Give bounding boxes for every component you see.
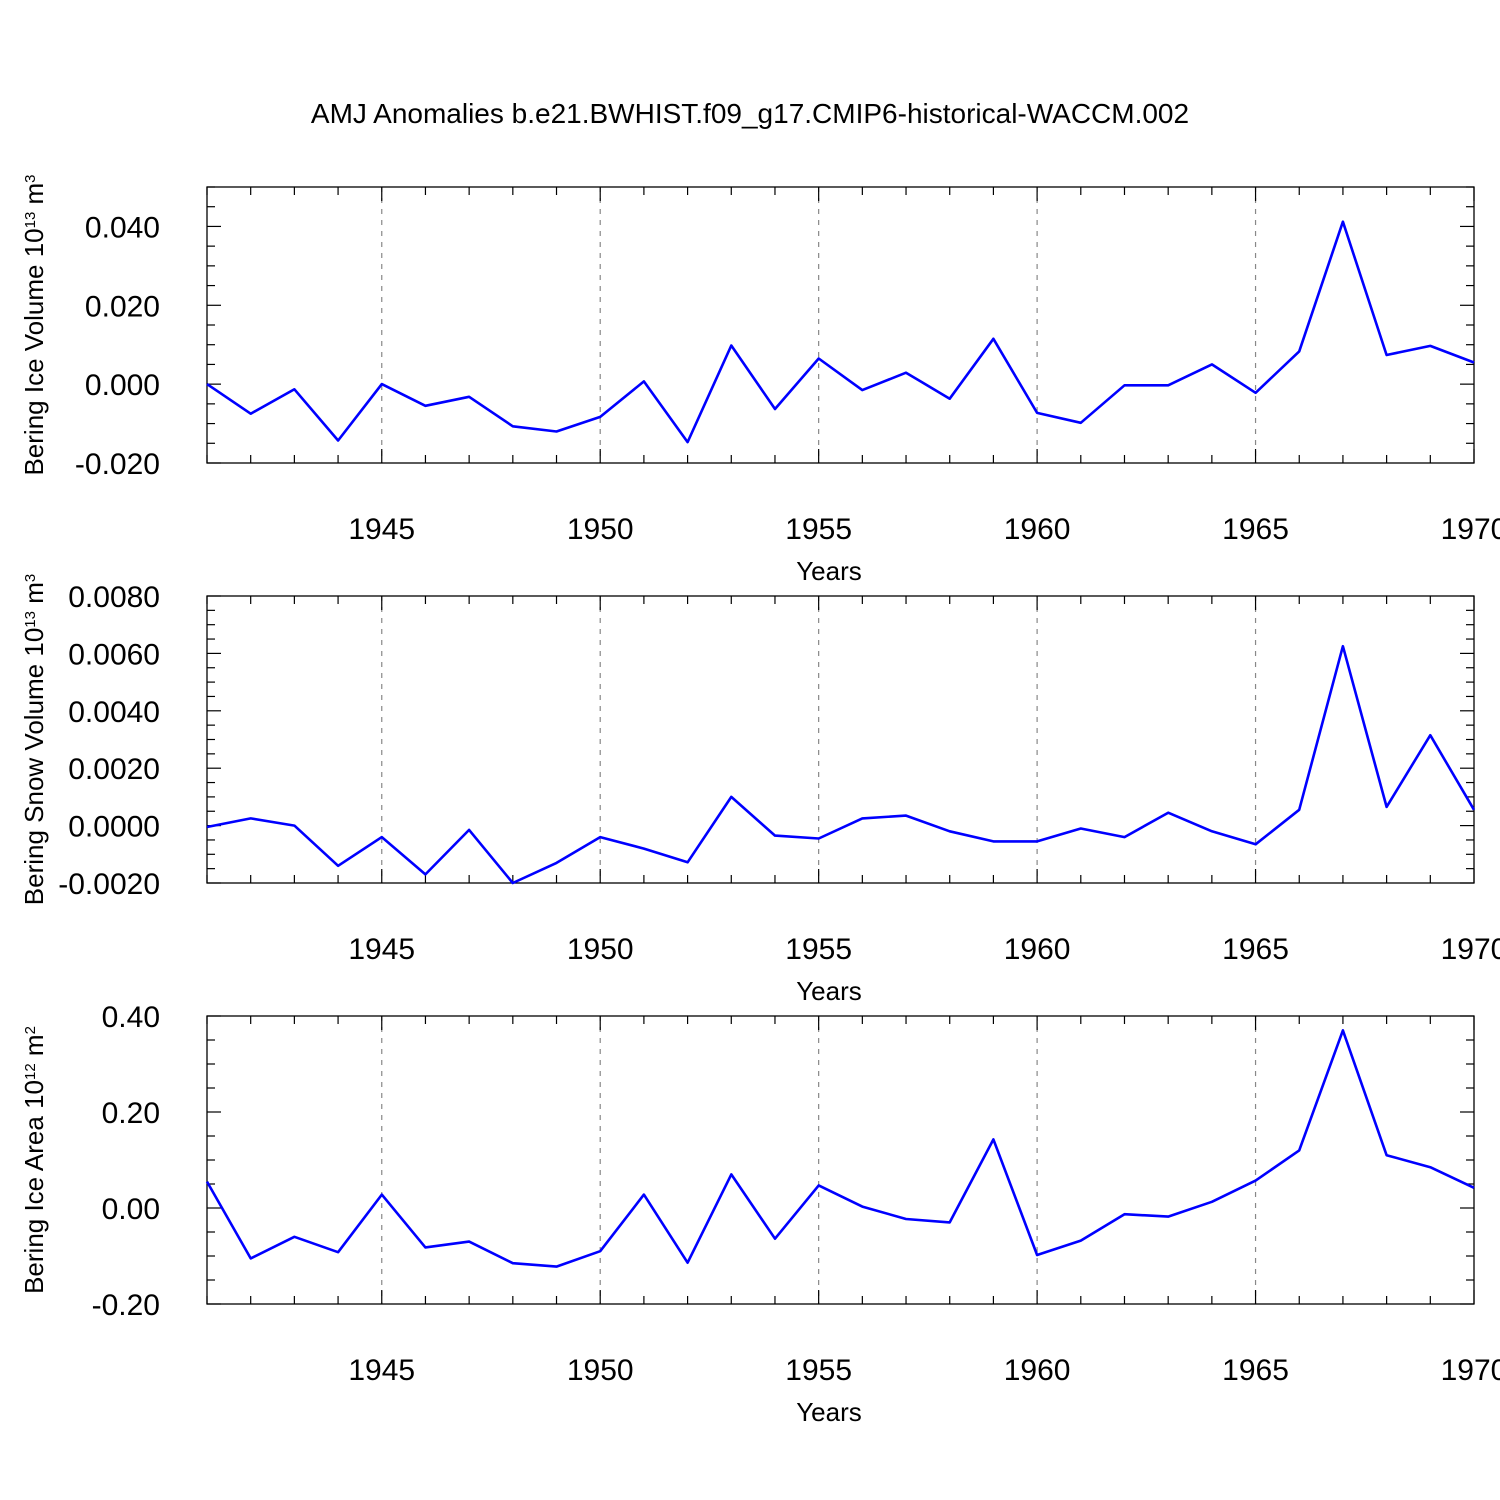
x-tick-label: 1970 xyxy=(1441,1354,1500,1387)
x-tick-label: 1950 xyxy=(567,933,634,966)
y-tick-label: 0.0000 xyxy=(68,811,160,844)
x-tick-label: 1960 xyxy=(1004,933,1071,966)
x-tick-label: 1970 xyxy=(1441,933,1500,966)
y-tick-label: -0.20 xyxy=(92,1289,160,1322)
x-tick-label: 1945 xyxy=(348,933,415,966)
x-tick-label: 1950 xyxy=(567,1354,634,1387)
y-tick-label: 0.0060 xyxy=(68,638,160,671)
y-tick-label: -0.0020 xyxy=(58,868,160,901)
y-tick-label: 0.0020 xyxy=(68,753,160,786)
y-tick-label: 0.000 xyxy=(85,369,160,402)
x-tick-label: 1955 xyxy=(785,933,852,966)
y-tick-label: 0.0040 xyxy=(68,696,160,729)
series-line xyxy=(206,220,1475,444)
x-axis-label: Years xyxy=(796,1397,862,1427)
y-tick-label: 0.0080 xyxy=(68,581,160,614)
chart-panel-2: -0.0020 0.0000 0.0020 0.0040 0.0060 0.0080 194… xyxy=(19,574,1500,1006)
y-tick-label: 0.00 xyxy=(102,1193,160,1226)
plot-frame xyxy=(206,595,1475,884)
series-line xyxy=(205,1029,1475,1268)
y-tick-label: 0.040 xyxy=(85,211,160,244)
y-axis-label: Bering Snow Volume 1013 m3 xyxy=(19,574,49,905)
chart-panel-1: -0.020 0.000 0.020 0.040 1945 1950 1955 1960 196… xyxy=(19,174,1500,586)
chart-title: AMJ Anomalies b.e21.BWHIST.f09_g17.CMIP6… xyxy=(311,98,1189,129)
x-tick-label: 1965 xyxy=(1222,513,1289,546)
y-axis-label: Bering Ice Volume 1013 m3 xyxy=(19,174,49,475)
x-tick-label: 1965 xyxy=(1222,1354,1289,1387)
x-axis-label: Years xyxy=(796,556,862,586)
x-tick-label: 1960 xyxy=(1004,513,1071,546)
plot-frame xyxy=(206,186,1475,464)
x-tick-label: 1965 xyxy=(1222,933,1289,966)
x-tick-label: 1970 xyxy=(1441,513,1500,546)
x-tick-label: 1950 xyxy=(567,513,634,546)
y-tick-label: 0.40 xyxy=(102,1001,160,1034)
y-tick-label: 0.20 xyxy=(102,1097,160,1130)
x-tick-label: 1960 xyxy=(1004,1354,1071,1387)
x-tick-label: 1955 xyxy=(785,513,852,546)
x-axis-label: Years xyxy=(796,976,862,1006)
x-tick-label: 1955 xyxy=(785,1354,852,1387)
x-tick-label: 1945 xyxy=(348,513,415,546)
chart-panels: -0.020 0.000 0.020 0.040 1945 1950 1955 1960 196… xyxy=(19,174,1500,1427)
x-tick-label: 1945 xyxy=(348,1354,415,1387)
series-line xyxy=(206,644,1476,885)
y-axis-label: Bering Ice Area 1012 m2 xyxy=(19,1026,49,1294)
chart-panel-3: -0.20 0.00 0.20 0.40 1945 1950 1955 1960 1965 197… xyxy=(19,1001,1500,1427)
y-tick-label: 0.020 xyxy=(85,290,160,323)
y-tick-label: -0.020 xyxy=(75,448,160,481)
